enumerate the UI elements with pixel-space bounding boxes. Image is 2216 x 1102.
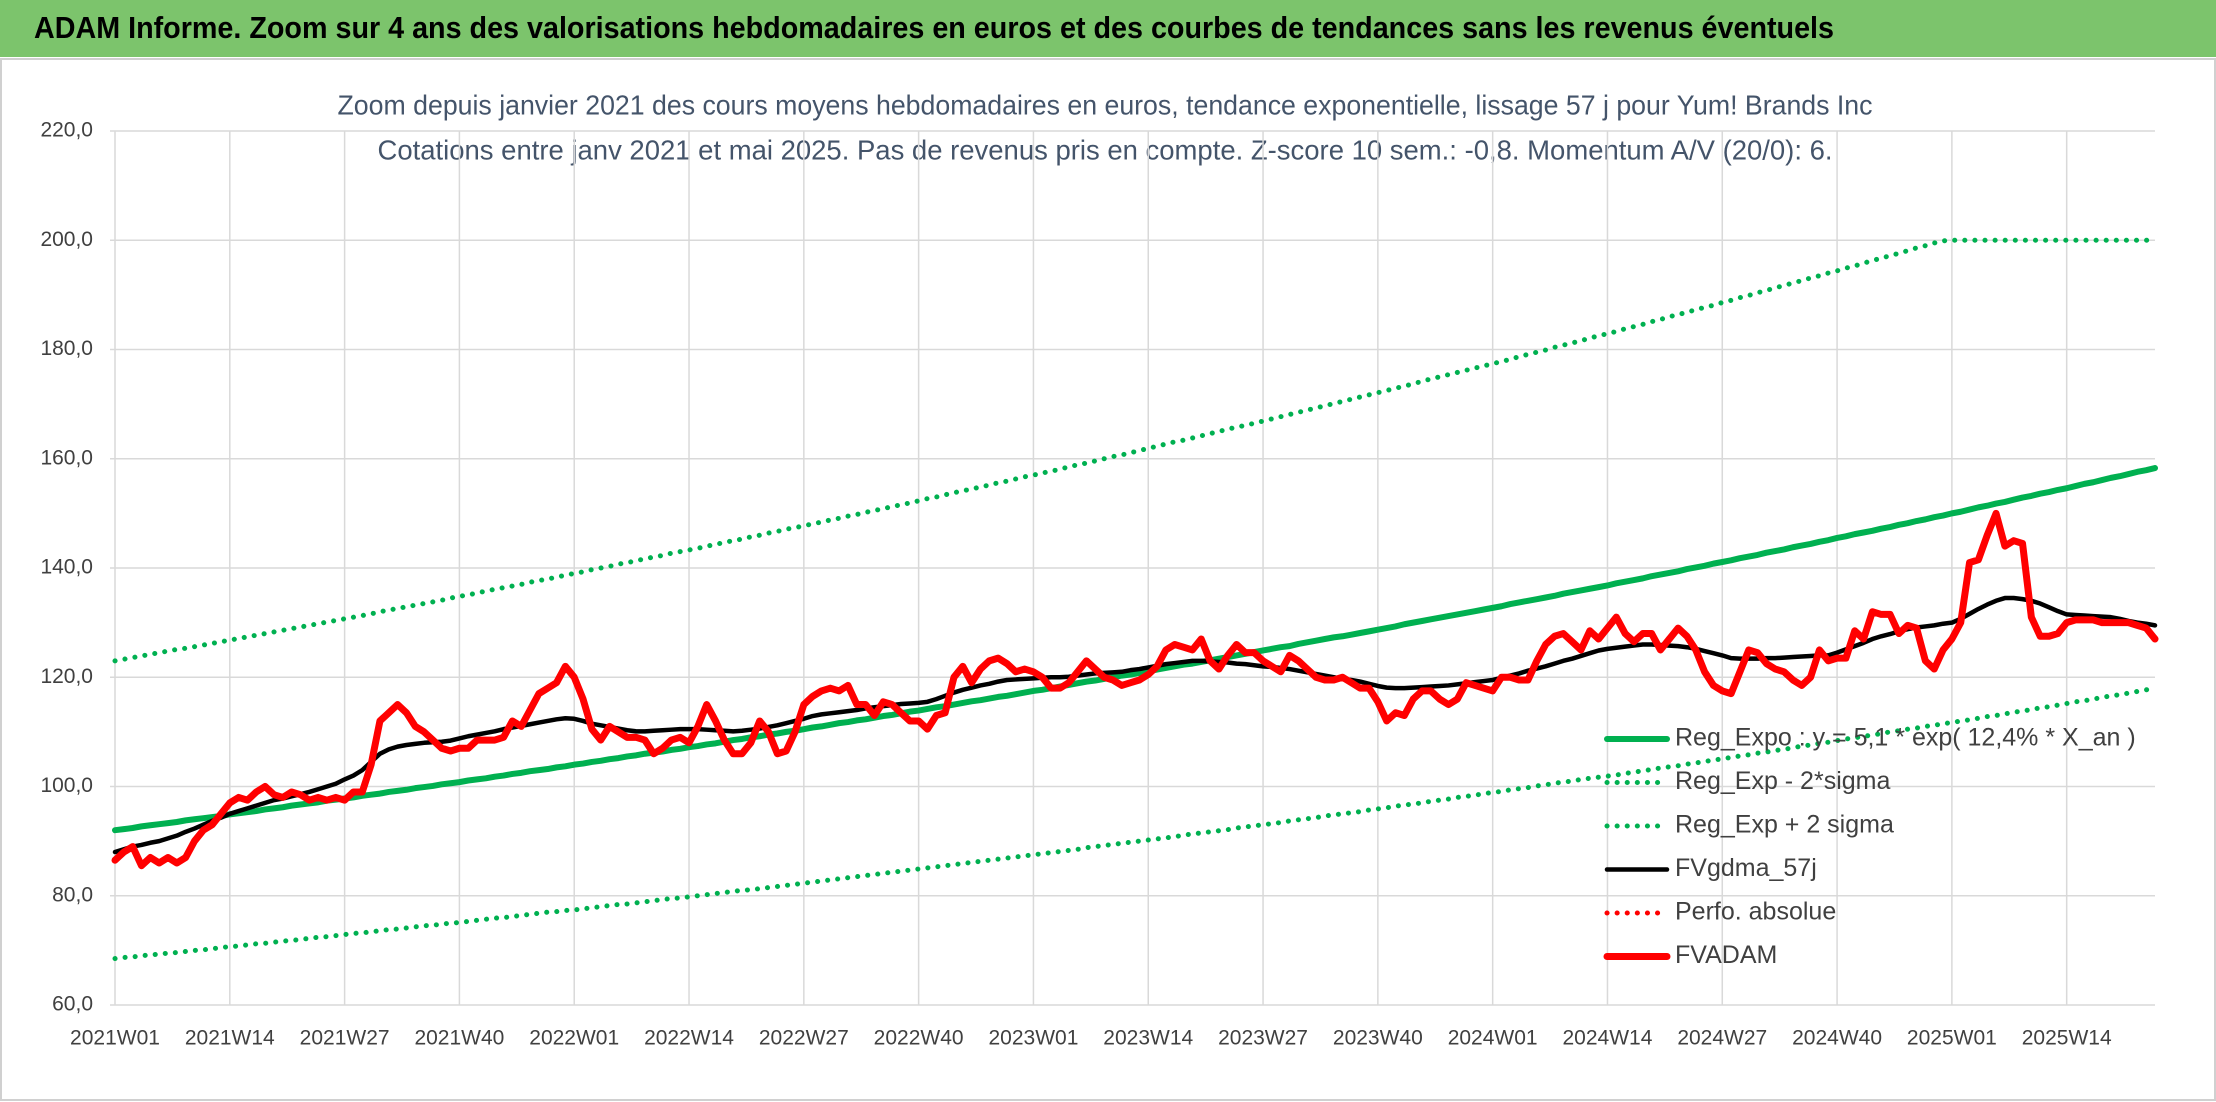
x-tick-label: 2024W27 [1677,1027,1767,1050]
x-tick-label: 2022W27 [759,1027,849,1050]
x-tick-label: 2024W01 [1448,1027,1538,1050]
chart-frame [0,58,2216,1101]
series-line [112,237,2158,664]
series-line [112,465,2158,834]
x-tick-label: 2023W27 [1218,1027,1308,1050]
x-tick-label: 2022W01 [529,1027,619,1050]
chart-subtitle: Cotations entre janv 2021 et mai 2025. P… [378,134,1833,165]
y-tick-label: 220,0 [40,119,93,142]
series-line [111,509,2159,870]
x-tick-label: 2025W14 [2022,1027,2112,1050]
x-tick-label: 2021W40 [414,1027,504,1050]
x-tick-label: 2023W40 [1333,1027,1423,1050]
banner [0,0,2216,57]
y-tick-label: 80,0 [52,883,93,906]
legend-label: FVgdma_57j [1675,854,1817,882]
chart-title: Zoom depuis janvier 2021 des cours moyen… [338,89,1873,120]
x-tick-label: 2024W40 [1792,1027,1882,1050]
legend-label: FVADAM [1675,941,1777,969]
banner-title: ADAM Informe. Zoom sur 4 ans des valoris… [34,10,1834,45]
y-tick-label: 200,0 [40,228,93,251]
x-tick-label: 2023W01 [988,1027,1078,1050]
x-tick-label: 2022W14 [644,1027,734,1050]
x-tick-label: 2021W14 [185,1027,275,1050]
series-line [112,686,2158,962]
x-tick-label: 2024W14 [1563,1027,1653,1050]
x-tick-label: 2022W40 [874,1027,964,1050]
x-tick-label: 2021W27 [300,1027,390,1050]
x-tick-label: 2021W01 [70,1027,160,1050]
y-tick-label: 60,0 [52,993,93,1016]
legend-label: Reg_Exp + 2 sigma [1675,811,1894,839]
y-tick-label: 160,0 [40,446,93,469]
x-tick-label: 2025W01 [1907,1027,1997,1050]
legend-label: Perfo. absolue [1675,898,1836,926]
y-tick-label: 180,0 [40,337,93,360]
x-tick-label: 2023W14 [1103,1027,1193,1050]
legend-label: Reg_Expo : y = 5,1 * exp( 12,4% * X_an ) [1675,724,2136,752]
y-tick-label: 120,0 [40,665,93,688]
y-tick-label: 100,0 [40,774,93,797]
y-tick-label: 140,0 [40,556,93,579]
legend-label: Reg_Exp - 2*sigma [1675,767,1890,795]
